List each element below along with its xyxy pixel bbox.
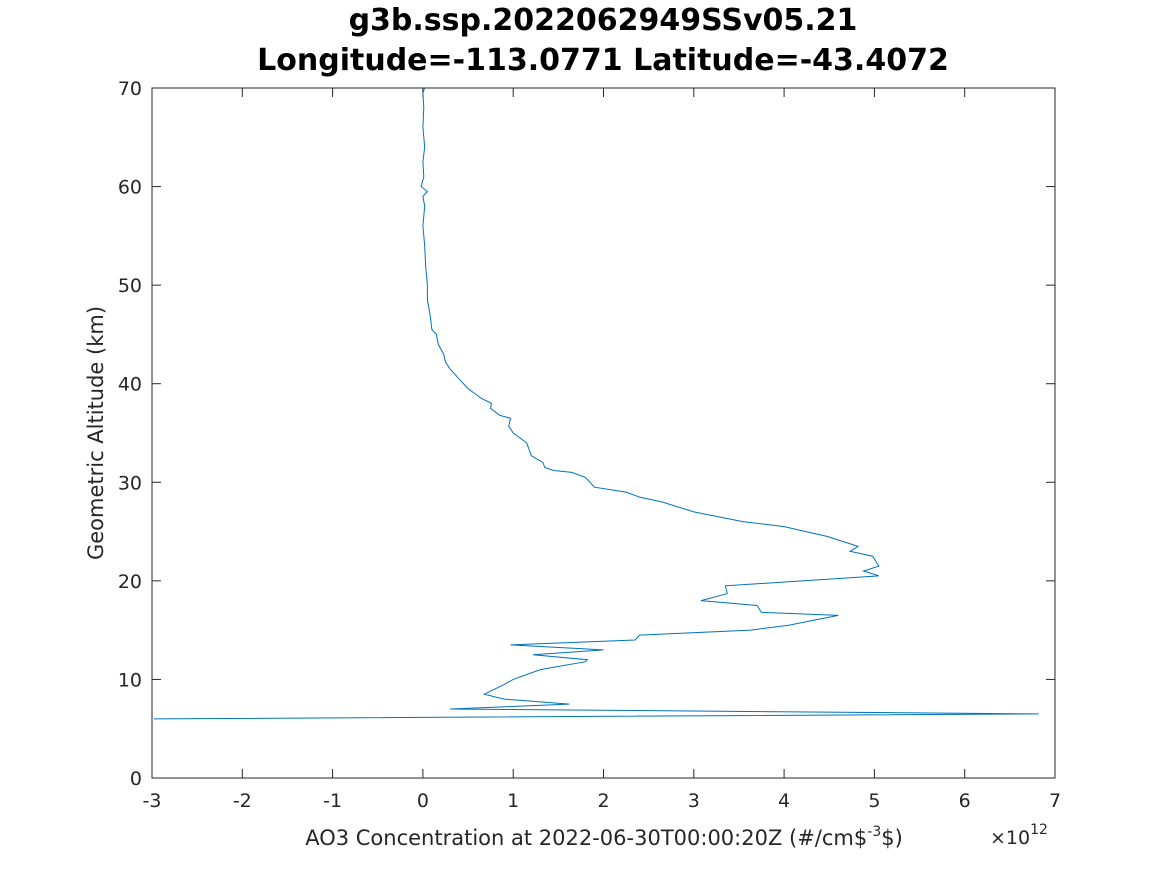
- plot-area: [151, 87, 1056, 779]
- x-tick-label: 5: [868, 790, 880, 812]
- x-tick-label: 1: [507, 790, 519, 812]
- y-tick-marks: [152, 87, 1055, 779]
- x-axis-label: AO3 Concentration at 2022-06-30T00:00:20…: [305, 824, 903, 850]
- x-tick-label: 4: [778, 790, 790, 812]
- y-tick-label: 10: [118, 669, 142, 691]
- x-axis-label-end: $): [881, 826, 903, 850]
- chart-subtitle: Longitude=-113.0771 Latitude=-43.4072: [257, 43, 949, 78]
- y-tick-label: 0: [130, 768, 142, 790]
- x-axis-multiplier-exponent: 12: [1030, 822, 1048, 838]
- series-line: [153, 87, 1039, 720]
- x-axis-multiplier-base: ×10: [990, 827, 1030, 849]
- x-tick-label: 3: [688, 790, 700, 812]
- x-tick-label: -1: [323, 790, 342, 812]
- x-tick-label: 2: [597, 790, 609, 812]
- x-tick-label: 7: [1049, 790, 1061, 812]
- x-tick-labels: -3 -2 -1 0 1 2 3 4 5 6 7: [143, 790, 1062, 812]
- y-tick-labels: 0 10 20 30 40 50 60 70: [118, 78, 142, 790]
- x-tick-label: -3: [143, 790, 162, 812]
- y-tick-label: 40: [118, 374, 142, 396]
- x-axis-multiplier: ×1012: [990, 822, 1048, 849]
- y-tick-label: 60: [118, 177, 142, 199]
- x-tick-label: -2: [233, 790, 252, 812]
- x-tick-marks: [151, 88, 1056, 778]
- y-tick-label: 70: [118, 78, 142, 100]
- x-axis-label-superscript: -3: [867, 824, 881, 840]
- x-tick-label: 6: [959, 790, 971, 812]
- x-tick-label: 0: [417, 790, 429, 812]
- y-axis-label: Geometric Altitude (km): [84, 306, 108, 560]
- y-tick-label: 20: [118, 571, 142, 593]
- y-tick-label: 50: [118, 275, 142, 297]
- chart-title: g3b.ssp.2022062949SSv05.21: [349, 3, 858, 38]
- x-axis-label-main: AO3 Concentration at 2022-06-30T00:00:20…: [305, 826, 867, 850]
- y-tick-label: 30: [118, 472, 142, 494]
